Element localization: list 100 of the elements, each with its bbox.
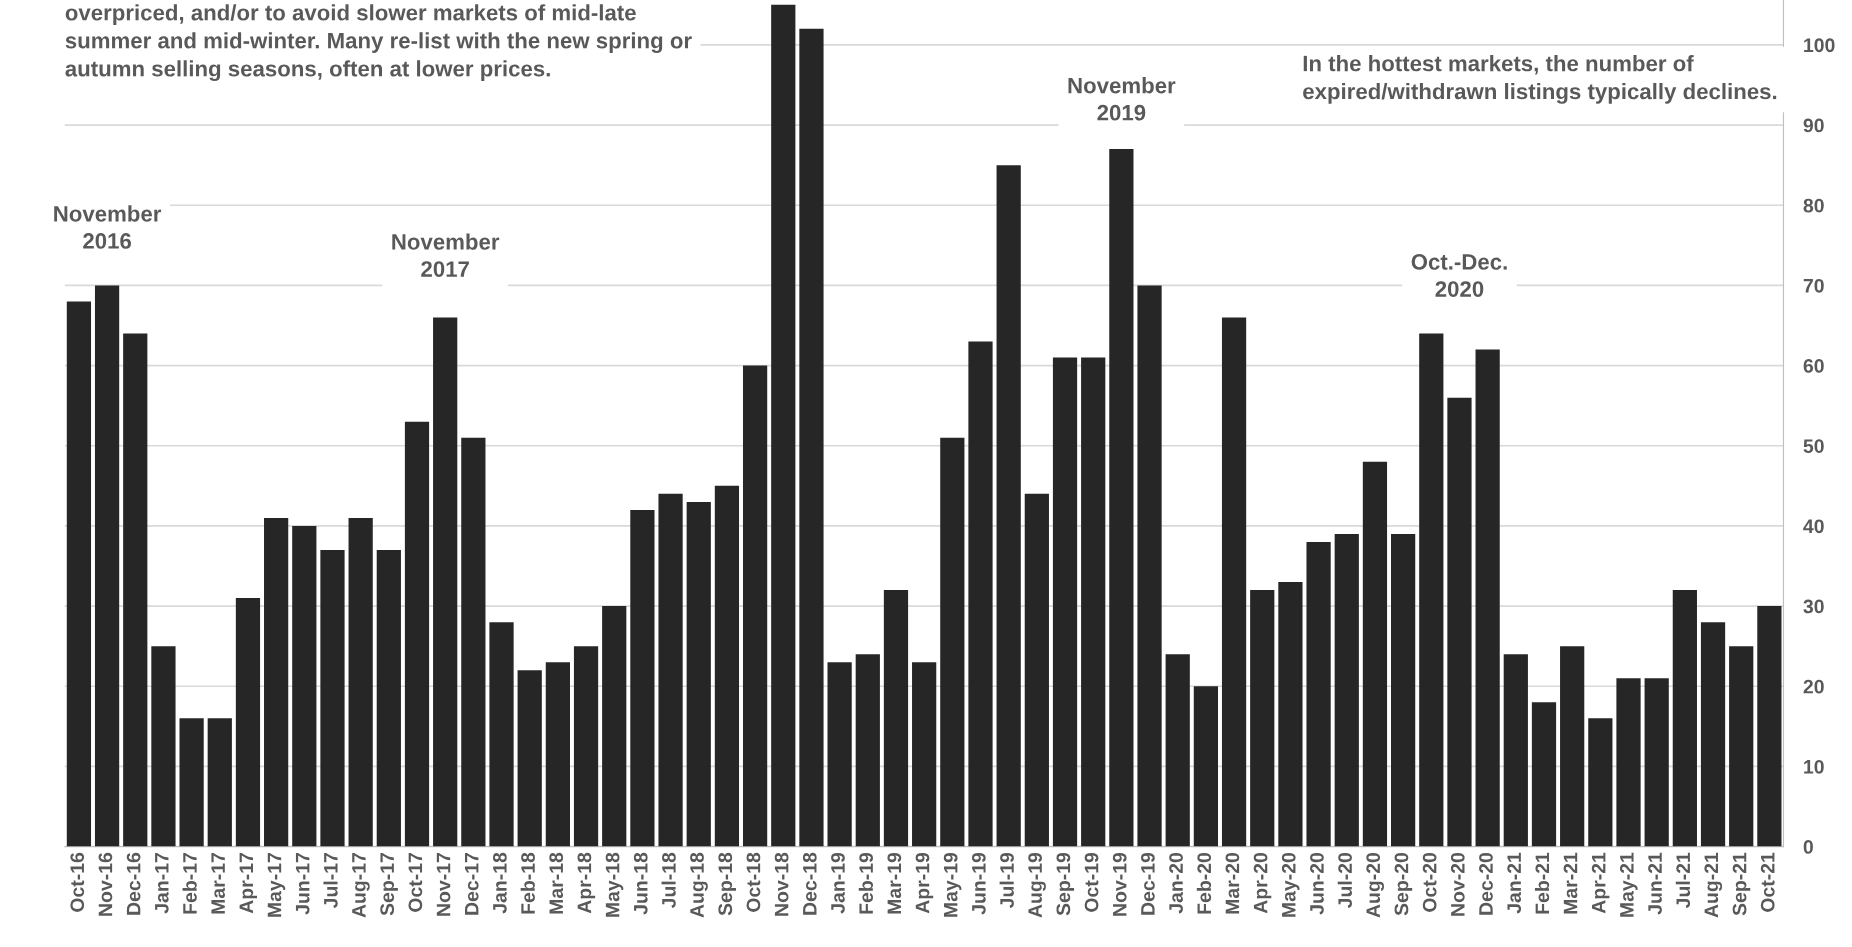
x-tick-label: Nov-19 <box>1112 852 1127 916</box>
x-tick-label: Apr-18 <box>577 852 596 914</box>
bar <box>1250 590 1275 847</box>
bar <box>1503 654 1528 847</box>
x-tick-label: Feb-21 <box>1534 852 1550 914</box>
x-tick-label: Aug-18 <box>690 852 708 918</box>
x-tick-label: Oct-21 <box>1760 852 1775 912</box>
x-tick-label: Feb-17 <box>182 853 197 914</box>
bar <box>1334 533 1359 847</box>
x-tick-label: Aug-19 <box>1028 852 1046 918</box>
x-tick-label: May-19 <box>943 852 962 917</box>
bar <box>855 654 880 847</box>
y-tick-label: 80 <box>1803 198 1824 213</box>
bar <box>517 670 542 847</box>
x-tick-label: Jun-17 <box>295 853 310 915</box>
x-tick-label: Sep-18 <box>718 852 736 916</box>
bar <box>602 606 627 847</box>
x-tick-label: Mar-20 <box>1225 852 1240 914</box>
x-tick-label: Jul-19 <box>999 852 1014 909</box>
bar <box>1644 678 1669 847</box>
bar <box>968 341 993 847</box>
y-tick-label: 0 <box>1803 840 1813 854</box>
bar <box>348 517 373 847</box>
y-tick-label: 40 <box>1803 519 1824 534</box>
x-tick-label: Jul-20 <box>1337 852 1352 909</box>
bar <box>235 598 261 847</box>
x-tick-label: Sep-19 <box>1056 852 1075 916</box>
x-tick-label: Mar-21 <box>1563 852 1578 914</box>
x-tick-label: Mar-17 <box>211 853 225 914</box>
x-tick-label: Dec-19 <box>1141 852 1155 915</box>
bar <box>1700 622 1726 847</box>
x-tick-label: Jul-17 <box>323 853 338 909</box>
bar <box>1391 533 1416 847</box>
bar <box>1447 397 1472 847</box>
x-tick-label: Jul-18 <box>661 852 676 909</box>
y-tick-label: 70 <box>1803 278 1824 293</box>
bar <box>264 517 289 847</box>
bar <box>207 718 232 847</box>
bar <box>573 646 599 847</box>
x-tick-label: Jan-21 <box>1507 852 1522 914</box>
bar <box>996 165 1021 847</box>
x-tick-label: Oct-16 <box>70 852 85 912</box>
bar <box>658 493 683 847</box>
bar <box>630 509 655 847</box>
bar <box>883 590 909 847</box>
x-tick-label: Jun-18 <box>633 852 648 915</box>
x-tick-label: Feb-19 <box>858 852 874 914</box>
x-tick-label: Jun-21 <box>1648 852 1662 915</box>
bar <box>1531 702 1557 847</box>
x-tick-label: Nov-18 <box>774 852 789 916</box>
bar <box>1081 357 1106 847</box>
bar <box>1278 582 1303 847</box>
x-tick-label: Dec-16 <box>126 852 141 915</box>
bar <box>940 437 965 847</box>
bar <box>1419 333 1444 847</box>
bar <box>827 662 852 847</box>
x-tick-label: May-18 <box>605 852 624 917</box>
x-tick-label: Dec-17 <box>465 853 479 915</box>
x-tick-label: Sep-17 <box>380 853 398 916</box>
x-tick-label: Nov-17 <box>436 853 451 916</box>
bar <box>545 662 570 847</box>
bar <box>1137 285 1162 847</box>
annotation: overpriced, and/or to avoid slower markets of mid-late summer and mid-winter. Many re-list with the new spring or autumn selling seasons, often at lower prices. <box>65 4 692 82</box>
y-tick-label: 60 <box>1803 359 1824 373</box>
x-tick-label: Jan-19 <box>831 852 845 914</box>
bar <box>686 501 711 847</box>
bar <box>461 437 486 847</box>
bar <box>1024 493 1049 847</box>
x-tick-label: Jul-21 <box>1675 852 1691 909</box>
x-tick-label: Sep-20 <box>1394 852 1413 916</box>
x-tick-label: Nov-16 <box>98 852 113 916</box>
y-tick-label: 100 <box>1804 38 1835 53</box>
x-tick-label: Feb-20 <box>1196 852 1212 914</box>
bar <box>1362 461 1388 847</box>
x-tick-label: Aug-20 <box>1366 852 1385 918</box>
y-tick-label: 10 <box>1804 759 1824 774</box>
x-tick-label: Jun-19 <box>971 852 986 915</box>
bar <box>1221 317 1247 847</box>
x-tick-label: Feb-18 <box>520 852 535 914</box>
bar <box>151 646 176 847</box>
bar <box>179 718 204 847</box>
bar <box>912 662 937 847</box>
bar <box>489 622 514 847</box>
x-tick-label: Apr-20 <box>1253 852 1272 914</box>
annotation: November 2017 <box>392 233 500 277</box>
y-tick-label: 30 <box>1803 599 1824 614</box>
bar <box>1475 349 1500 847</box>
bar <box>1109 149 1134 847</box>
x-tick-label: Oct-19 <box>1084 852 1099 912</box>
bar <box>292 525 317 847</box>
bar <box>94 285 120 847</box>
bar <box>1306 541 1331 847</box>
x-tick-label: Mar-19 <box>887 852 902 914</box>
x-tick-label: May-17 <box>267 853 286 917</box>
bar <box>714 485 740 847</box>
y-tick-label: 50 <box>1803 439 1824 453</box>
bar <box>1560 646 1585 847</box>
bar <box>771 4 796 847</box>
x-tick-label: Aug-21 <box>1704 852 1723 918</box>
bar <box>1165 654 1190 847</box>
